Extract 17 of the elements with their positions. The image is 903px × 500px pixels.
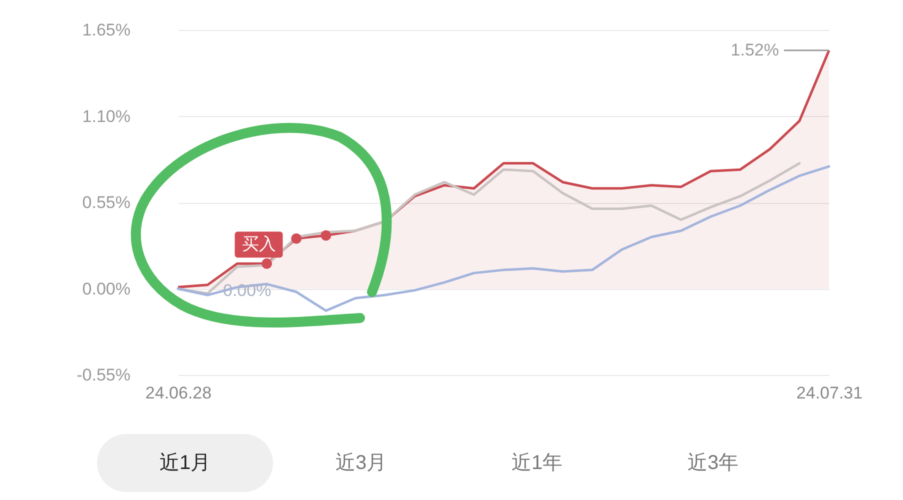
y-tick-label: 0.00% [82,279,130,298]
x-tick-label: 24.06.28 [145,384,212,402]
y-tick-label: 1.65% [82,20,130,40]
point [320,230,332,241]
y-tick-label: 0.55% [82,193,130,212]
y-tick-label: 1.10% [82,106,130,126]
annotation: 1.52% [730,40,779,60]
x-tick-label: 24.07.31 [796,384,863,402]
point [262,258,272,269]
text: 近3月 [334,451,388,476]
text: 近1年 [510,451,564,476]
y-tick-label: -0.55% [76,366,130,384]
text: 近1月 [97,434,273,492]
line-series [176,165,830,312]
text: 近3年 [686,451,740,476]
series-label: 买入 [242,234,276,254]
point [291,233,302,244]
